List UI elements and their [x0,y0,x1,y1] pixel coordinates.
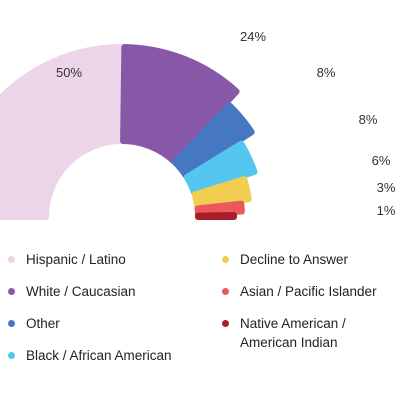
legend-label: Other [26,316,60,331]
legend-swatch [222,320,229,327]
legend-label: Decline to Answer [240,252,349,267]
legend-label: Hispanic / Latino [26,252,126,267]
legend: Hispanic / Latino White / Caucasian Othe… [0,246,400,396]
data-label: 8% [317,65,336,80]
slice-white-caucasian [120,44,240,164]
data-label: 50% [56,65,82,80]
legend-swatch [8,352,15,359]
legend-item-other: Other [8,314,60,333]
data-label: 24% [240,29,266,44]
legend-swatch [222,288,229,295]
legend-swatch [8,256,15,263]
legend-label: Native American / American Indian [240,316,346,350]
legend-item-black-african-american: Black / African American [8,346,172,365]
slice-asian-pacific-islander [194,200,245,217]
legend-swatch [222,256,229,263]
legend-item-decline-to-answer: Decline to Answer [222,250,348,269]
legend-label: Asian / Pacific Islander [240,284,377,299]
slice-native-american-american-indian [194,212,238,220]
legend-item-native-american: Native American / American Indian [222,314,346,352]
legend-item-hispanic-latino: Hispanic / Latino [8,250,126,269]
half-donut-chart: 50% 24% 8% 8% 6% 3% 1% [0,29,396,220]
slice-hispanic-latino [0,44,124,220]
legend-item-asian-pacific-islander: Asian / Pacific Islander [222,282,377,301]
data-label: 6% [372,153,391,168]
legend-label: Black / African American [26,348,172,363]
legend-swatch [8,288,15,295]
legend-swatch [8,320,15,327]
data-label: 3% [377,180,396,195]
legend-label: White / Caucasian [26,284,136,299]
data-label: 8% [359,112,378,127]
legend-item-white-caucasian: White / Caucasian [8,282,136,301]
data-label: 1% [377,203,396,218]
